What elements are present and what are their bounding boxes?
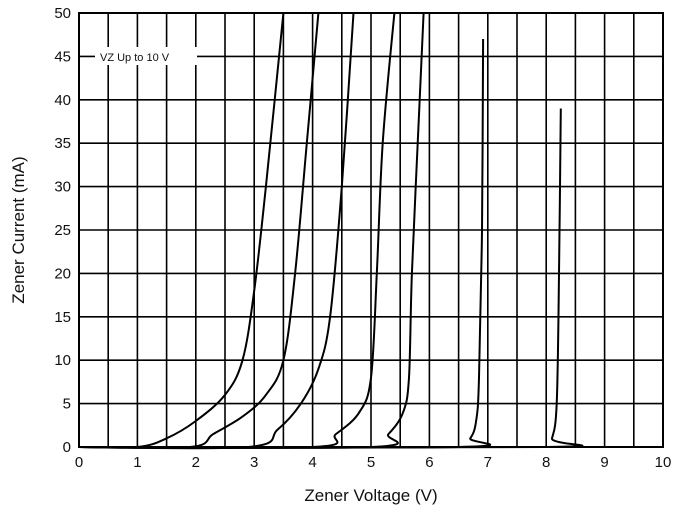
x-tick-labels: 0 1 2 3 4 5 6 7 8 9 10 bbox=[75, 454, 672, 471]
y-tick-label: 40 bbox=[54, 92, 71, 109]
y-tick-label: 10 bbox=[54, 352, 71, 369]
x-tick-label: 1 bbox=[133, 454, 141, 471]
grid bbox=[78, 12, 664, 448]
y-tick-label: 0 bbox=[63, 439, 71, 456]
y-tick-label: 25 bbox=[54, 222, 71, 239]
y-tick-labels: 0 5 10 15 20 25 30 35 40 45 50 bbox=[54, 5, 71, 456]
annotation-box: VZ Up to 10 V bbox=[95, 47, 197, 65]
y-tick-label: 45 bbox=[54, 48, 71, 65]
series-line-7 bbox=[78, 108, 584, 449]
x-tick-label: 0 bbox=[75, 454, 83, 471]
x-tick-label: 5 bbox=[367, 454, 375, 471]
series-line-1 bbox=[78, 12, 285, 449]
series-line-2 bbox=[78, 12, 320, 449]
x-tick-label: 10 bbox=[655, 454, 672, 471]
x-axis-label: Zener Voltage (V) bbox=[304, 486, 437, 505]
x-tick-label: 9 bbox=[600, 454, 608, 471]
x-tick-label: 2 bbox=[192, 454, 200, 471]
y-tick-label: 50 bbox=[54, 5, 71, 22]
x-tick-label: 3 bbox=[250, 454, 258, 471]
y-axis-label: Zener Current (mA) bbox=[9, 156, 28, 303]
y-tick-label: 20 bbox=[54, 265, 71, 282]
y-tick-label: 15 bbox=[54, 309, 71, 326]
x-tick-label: 8 bbox=[542, 454, 550, 471]
series-group bbox=[78, 12, 584, 450]
y-tick-label: 5 bbox=[63, 396, 71, 413]
annotation-text: VZ Up to 10 V bbox=[100, 52, 170, 64]
y-tick-label: 35 bbox=[54, 135, 71, 152]
x-tick-label: 7 bbox=[484, 454, 492, 471]
x-tick-label: 4 bbox=[308, 454, 316, 471]
y-tick-label: 30 bbox=[54, 179, 71, 196]
x-tick-label: 6 bbox=[425, 454, 433, 471]
